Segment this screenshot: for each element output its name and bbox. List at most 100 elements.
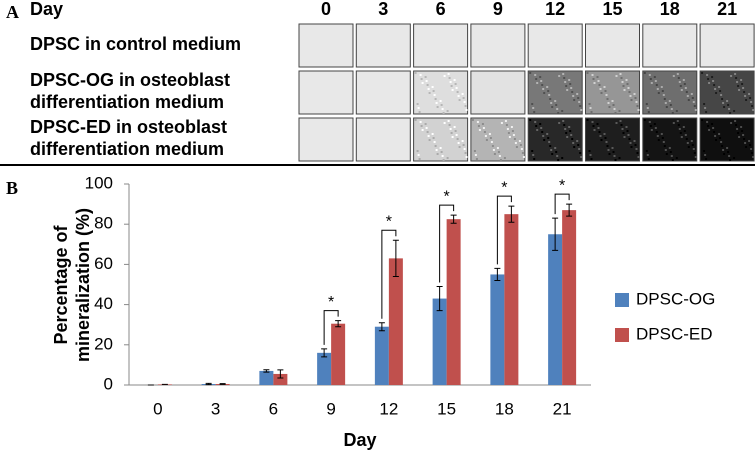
texture <box>439 147 442 149</box>
panel-label: A <box>6 2 19 22</box>
texture <box>586 119 589 121</box>
texture <box>464 105 467 107</box>
texture <box>680 89 683 91</box>
texture <box>491 145 494 147</box>
significance-mark: * <box>559 177 565 194</box>
texture <box>745 99 748 101</box>
texture <box>424 123 427 125</box>
texture <box>686 142 689 144</box>
texture <box>420 78 423 80</box>
texture <box>420 125 423 127</box>
texture <box>593 82 596 84</box>
row-label: DPSC in control medium <box>30 34 241 54</box>
texture <box>550 102 553 104</box>
error-bar <box>335 320 342 328</box>
texture <box>536 82 539 84</box>
texture <box>630 99 633 101</box>
texture <box>572 95 575 97</box>
texture <box>728 155 731 157</box>
texture <box>656 88 659 90</box>
texture <box>714 88 717 90</box>
texture <box>539 76 542 78</box>
texture <box>618 157 621 159</box>
texture <box>591 121 594 123</box>
significance-bracket <box>554 193 570 215</box>
bar <box>259 370 274 385</box>
texture <box>735 124 738 126</box>
significance-bracket <box>496 195 512 265</box>
texture <box>646 154 649 156</box>
texture <box>447 73 450 75</box>
texture <box>417 107 420 109</box>
texture <box>672 122 675 124</box>
texture <box>665 106 668 108</box>
texture <box>561 157 564 159</box>
texture <box>701 72 704 74</box>
texture <box>662 94 665 96</box>
texture <box>653 123 656 125</box>
texture <box>726 147 729 149</box>
texture <box>620 124 623 126</box>
texture <box>645 150 648 152</box>
texture <box>471 119 474 121</box>
texture <box>730 75 733 77</box>
texture <box>483 131 486 133</box>
texture <box>455 134 458 136</box>
texture <box>679 85 682 87</box>
texture <box>750 148 753 150</box>
texture <box>428 139 431 141</box>
texture <box>741 83 744 85</box>
texture <box>723 153 726 155</box>
texture <box>566 136 569 138</box>
texture <box>557 112 560 114</box>
texture <box>548 141 551 143</box>
texture <box>740 79 743 81</box>
texture <box>636 152 639 154</box>
texture <box>613 155 616 157</box>
texture <box>570 87 573 89</box>
texture <box>442 159 445 161</box>
texture <box>664 149 667 151</box>
texture <box>563 77 566 79</box>
texture <box>533 158 536 160</box>
micrograph <box>699 70 755 115</box>
texture <box>534 74 537 76</box>
texture <box>606 98 609 100</box>
texture <box>534 121 537 123</box>
texture <box>576 140 579 142</box>
texture <box>720 94 723 96</box>
x-tick-label: 12 <box>379 399 398 418</box>
texture <box>593 129 596 131</box>
texture <box>619 73 622 75</box>
texture <box>626 83 629 85</box>
texture <box>540 127 543 129</box>
texture <box>660 86 663 88</box>
texture <box>419 74 422 76</box>
texture <box>687 146 690 148</box>
texture <box>655 131 658 133</box>
texture <box>490 141 493 143</box>
texture <box>705 158 708 160</box>
texture <box>515 146 518 148</box>
texture <box>737 85 740 87</box>
texture <box>435 149 438 151</box>
texture <box>458 146 461 148</box>
texture <box>649 125 652 127</box>
texture <box>671 159 674 161</box>
texture <box>562 120 565 122</box>
micrograph <box>298 70 354 115</box>
texture <box>708 82 711 84</box>
legend-label: DPSC-OG <box>636 289 715 308</box>
row-label: DPSC-ED in osteoblast <box>30 117 227 137</box>
texture <box>690 93 693 95</box>
texture <box>676 73 679 75</box>
texture <box>743 138 746 140</box>
texture <box>715 92 718 94</box>
micrograph <box>527 117 583 162</box>
texture <box>684 134 687 136</box>
texture <box>625 126 628 128</box>
texture <box>541 131 544 133</box>
texture <box>596 76 599 78</box>
texture <box>685 138 688 140</box>
texture <box>536 129 539 131</box>
